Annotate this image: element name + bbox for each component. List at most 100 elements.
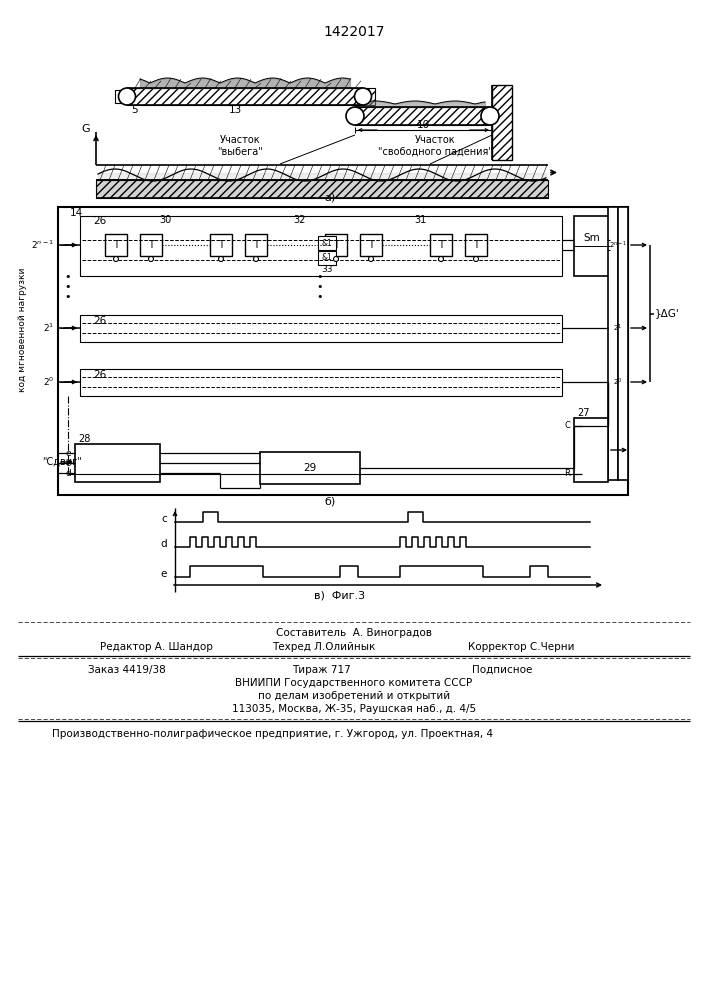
Text: &1: &1 xyxy=(322,238,332,247)
Text: Участок
"свободного падения": Участок "свободного падения" xyxy=(378,135,493,157)
Text: T: T xyxy=(368,240,374,250)
Text: e: e xyxy=(65,448,71,458)
Text: •: • xyxy=(317,272,323,282)
Text: 27: 27 xyxy=(577,408,590,418)
Text: 10: 10 xyxy=(416,120,430,130)
Text: б): б) xyxy=(325,497,336,507)
Bar xyxy=(360,234,382,256)
Bar xyxy=(430,234,452,256)
Bar xyxy=(574,418,608,482)
Text: Редактор А. Шандор: Редактор А. Шандор xyxy=(100,642,213,652)
Bar xyxy=(325,234,347,256)
Bar xyxy=(80,369,562,396)
Text: d: d xyxy=(65,468,71,478)
Text: c: c xyxy=(66,458,71,468)
Text: 31: 31 xyxy=(414,215,426,225)
Bar xyxy=(245,234,267,256)
Text: }ΔG': }ΔG' xyxy=(655,308,679,318)
Text: •: • xyxy=(65,282,71,292)
Text: T: T xyxy=(113,240,119,250)
Text: $2^1$: $2^1$ xyxy=(42,322,54,334)
Bar xyxy=(115,90,129,103)
Text: код мгновенной нагрузки: код мгновенной нагрузки xyxy=(18,268,28,392)
Text: Участок
"выбега": Участок "выбега" xyxy=(217,135,263,157)
Text: G: G xyxy=(81,124,90,134)
Text: 32: 32 xyxy=(294,215,306,225)
Bar xyxy=(75,444,160,482)
Bar xyxy=(618,207,628,480)
Bar xyxy=(574,216,610,276)
Text: 33: 33 xyxy=(321,264,333,273)
Text: Производственно-полиграфическое предприятие, г. Ужгород, ул. Проектная, 4: Производственно-полиграфическое предприя… xyxy=(52,729,493,739)
Bar xyxy=(96,180,548,198)
Text: $2^0$: $2^0$ xyxy=(42,376,54,388)
Circle shape xyxy=(481,107,499,125)
Text: $2^1$: $2^1$ xyxy=(614,322,623,334)
Text: 14: 14 xyxy=(70,208,83,218)
Text: R: R xyxy=(564,470,570,479)
Text: $2^0$: $2^0$ xyxy=(613,376,623,388)
Text: Составитель  А. Виноградов: Составитель А. Виноградов xyxy=(276,628,432,638)
Text: T: T xyxy=(473,240,479,250)
Text: c: c xyxy=(161,514,167,524)
Text: 1422017: 1422017 xyxy=(323,25,385,39)
Text: Корректор С.Черни: Корректор С.Черни xyxy=(468,642,575,652)
Text: T: T xyxy=(253,240,259,250)
Text: Техред Л.Олийнык: Техред Л.Олийнык xyxy=(272,642,375,652)
Circle shape xyxy=(346,107,364,125)
Text: а): а) xyxy=(325,192,336,202)
Text: •: • xyxy=(317,282,323,292)
Circle shape xyxy=(218,256,223,261)
Text: •: • xyxy=(317,292,323,302)
Text: C: C xyxy=(564,422,570,430)
Text: T: T xyxy=(148,240,154,250)
Text: 26: 26 xyxy=(93,316,106,326)
Circle shape xyxy=(114,256,119,261)
Text: 29: 29 xyxy=(303,463,317,473)
Bar xyxy=(58,207,628,495)
Text: •: • xyxy=(65,272,71,282)
Text: Заказ 4419/38: Заказ 4419/38 xyxy=(88,665,165,675)
Text: &1: &1 xyxy=(322,253,332,262)
Bar xyxy=(260,452,360,484)
Text: T: T xyxy=(218,240,224,250)
Text: Подписное: Подписное xyxy=(472,665,532,675)
Text: $2^{n-1}$: $2^{n-1}$ xyxy=(609,239,627,251)
Text: e: e xyxy=(160,569,167,579)
Circle shape xyxy=(354,88,371,105)
Bar xyxy=(318,251,336,265)
Text: T: T xyxy=(438,240,444,250)
Text: •: • xyxy=(65,292,71,302)
Text: по делам изобретений и открытий: по делам изобретений и открытий xyxy=(258,691,450,701)
Bar xyxy=(318,236,336,250)
Bar xyxy=(80,315,562,342)
Text: 113035, Москва, Ж-35, Раушская наб., д. 4/5: 113035, Москва, Ж-35, Раушская наб., д. … xyxy=(232,704,476,714)
Text: 26: 26 xyxy=(93,216,106,226)
Text: 28: 28 xyxy=(78,434,90,444)
Bar xyxy=(127,88,375,105)
Bar xyxy=(80,216,562,276)
Text: Тираж 717: Тираж 717 xyxy=(292,665,351,675)
Text: d: d xyxy=(160,539,167,549)
Bar xyxy=(608,207,618,480)
Bar xyxy=(355,107,490,125)
Bar xyxy=(492,85,512,160)
Bar xyxy=(465,234,487,256)
Text: 30: 30 xyxy=(159,215,171,225)
Bar xyxy=(210,234,232,256)
Circle shape xyxy=(334,256,339,261)
Text: 13: 13 xyxy=(228,105,242,115)
Text: Sm: Sm xyxy=(583,233,600,243)
Text: T: T xyxy=(333,240,339,250)
Circle shape xyxy=(474,256,479,261)
Text: в)  Фиг.3: в) Фиг.3 xyxy=(315,591,366,601)
Text: 26: 26 xyxy=(93,370,106,380)
Circle shape xyxy=(148,256,153,261)
Text: ВНИИПИ Государственного комитета СССР: ВНИИПИ Государственного комитета СССР xyxy=(235,678,472,688)
Bar xyxy=(105,234,127,256)
Circle shape xyxy=(368,256,373,261)
Circle shape xyxy=(119,88,136,105)
Text: "Сдвиг": "Сдвиг" xyxy=(42,457,82,467)
Text: $2^{n-1}$: $2^{n-1}$ xyxy=(31,239,54,251)
Circle shape xyxy=(254,256,259,261)
